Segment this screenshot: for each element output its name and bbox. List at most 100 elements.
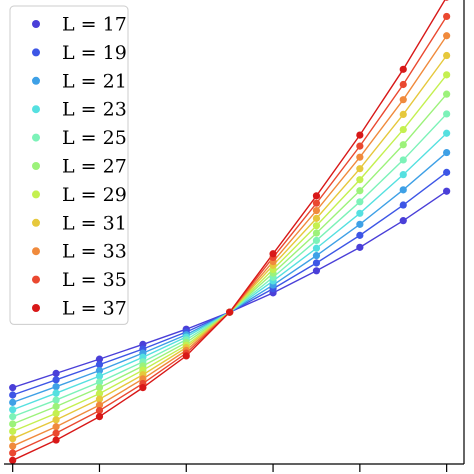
data-point-4-8 — [356, 198, 364, 206]
data-point-0-8 — [356, 243, 364, 251]
data-point-9-2 — [95, 407, 104, 415]
data-point-6-10 — [443, 71, 451, 79]
data-point-8-10 — [443, 32, 451, 40]
data-point-10-10 — [444, 0, 449, 1]
data-point-5-10 — [443, 90, 451, 98]
legend-marker-1 — [32, 48, 40, 57]
data-point-10-1 — [52, 436, 60, 444]
legend-marker-0 — [32, 20, 40, 28]
data-point-2-7 — [312, 252, 321, 260]
data-point-1-10 — [443, 168, 451, 176]
data-point-10-9 — [399, 65, 407, 73]
data-point-1-0 — [9, 391, 17, 399]
data-point-6-2 — [95, 390, 104, 398]
data-point-5-1 — [52, 402, 60, 411]
data-point-6-7 — [312, 222, 321, 230]
data-point-0-9 — [399, 217, 407, 225]
data-point-10-8 — [356, 131, 364, 139]
data-point-10-4 — [182, 352, 190, 360]
data-point-2-9 — [399, 186, 407, 194]
data-point-9-9 — [399, 80, 407, 89]
data-point-6-8 — [356, 176, 364, 184]
data-point-0-2 — [95, 355, 104, 363]
legend-label-6: L = 29 — [62, 184, 127, 206]
data-point-5-2 — [95, 384, 104, 392]
data-point-4-1 — [52, 396, 60, 404]
data-point-5-0 — [9, 420, 17, 428]
data-point-8-9 — [399, 96, 407, 104]
data-point-6-0 — [9, 427, 17, 435]
data-point-3-9 — [399, 171, 407, 179]
data-point-7-8 — [356, 165, 364, 173]
data-point-4-2 — [95, 378, 104, 386]
legend-label-2: L = 21 — [62, 70, 127, 92]
data-point-6-1 — [52, 409, 60, 417]
data-point-9-0 — [9, 449, 17, 457]
data-point-3-7 — [312, 244, 321, 252]
legend-marker-5 — [32, 162, 40, 170]
data-point-1-7 — [312, 259, 321, 267]
data-point-10-2 — [95, 413, 104, 421]
data-point-1-9 — [399, 201, 407, 209]
data-point-0-10 — [443, 187, 451, 195]
data-point-4-9 — [399, 156, 407, 164]
data-point-9-1 — [52, 429, 60, 437]
data-point-9-7 — [312, 199, 321, 207]
legend-marker-9 — [32, 275, 40, 284]
legend-label-4: L = 25 — [62, 127, 127, 149]
legend-box — [9, 5, 129, 325]
data-point-3-1 — [52, 389, 60, 397]
data-point-7-9 — [399, 110, 407, 118]
legend-label-7: L = 31 — [62, 212, 127, 234]
data-point-0-7 — [312, 267, 321, 275]
data-point-3-10 — [443, 129, 451, 137]
data-point-7-2 — [95, 395, 104, 403]
legend-label-9: L = 35 — [62, 269, 127, 291]
legend-marker-3 — [32, 105, 40, 114]
legend-label-0: L = 17 — [62, 14, 127, 36]
data-point-2-2 — [95, 367, 104, 375]
data-point-9-8 — [356, 142, 364, 150]
data-point-5-7 — [312, 229, 321, 237]
legend-marker-2 — [32, 76, 40, 85]
data-point-10-0 — [9, 456, 17, 464]
data-point-10-5 — [226, 308, 234, 316]
data-point-2-0 — [9, 398, 17, 406]
data-point-7-1 — [52, 416, 60, 424]
data-point-7-7 — [312, 214, 321, 222]
legend-marker-4 — [32, 133, 40, 142]
data-point-0-1 — [52, 369, 60, 377]
series-layer — [9, 0, 451, 464]
data-point-1-1 — [52, 376, 60, 384]
data-point-3-8 — [356, 209, 364, 217]
legend-marker-6 — [32, 190, 40, 199]
data-point-9-10 — [443, 12, 451, 21]
data-point-2-8 — [356, 220, 364, 228]
data-point-0-0 — [9, 384, 17, 392]
data-point-10-3 — [139, 384, 147, 392]
data-point-8-1 — [52, 423, 60, 431]
data-point-7-10 — [443, 51, 451, 60]
legend-label-3: L = 23 — [62, 99, 127, 121]
data-point-1-2 — [95, 361, 104, 369]
data-point-6-9 — [399, 125, 407, 134]
data-point-8-0 — [9, 442, 17, 450]
data-point-2-1 — [52, 383, 60, 391]
data-point-3-0 — [9, 406, 17, 414]
axes-layer — [4, 0, 465, 472]
legend-label-8: L = 33 — [62, 241, 127, 263]
legend-label-1: L = 19 — [62, 42, 127, 64]
data-point-4-7 — [312, 236, 321, 245]
legend-label-10: L = 37 — [62, 298, 127, 320]
legend-marker-10 — [32, 304, 40, 312]
data-point-4-10 — [443, 110, 451, 118]
legend: L = 17 L = 19 L = 21 L = 23 L = 25 L = 27 L = … — [9, 5, 129, 325]
data-point-2-10 — [443, 148, 451, 157]
data-point-3-2 — [95, 372, 104, 380]
data-point-10-6 — [269, 250, 277, 258]
data-point-5-8 — [356, 187, 364, 195]
data-point-8-2 — [95, 401, 104, 409]
data-point-8-8 — [356, 153, 364, 161]
data-point-1-8 — [356, 231, 364, 239]
